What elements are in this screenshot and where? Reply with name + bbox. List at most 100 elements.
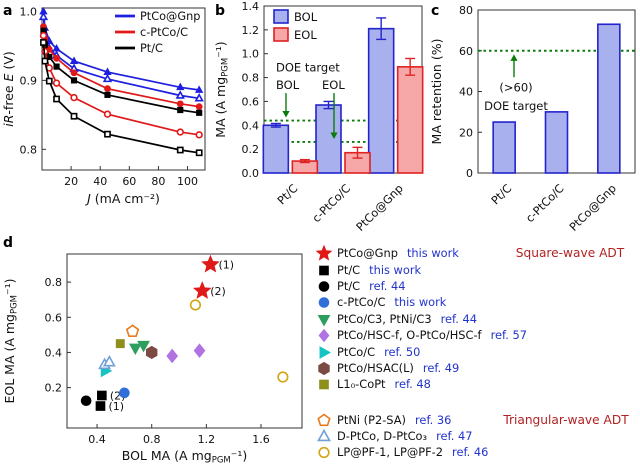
scatter-group-pt-c [80, 395, 92, 407]
circle-icon [318, 447, 330, 459]
y-axis-title: EOL MA (A mgPGM⁻¹) [2, 278, 20, 403]
legend-item: L1₀-CoPt ref. 48 [316, 376, 527, 392]
adt-title-triangular-wave: Triangular-wave ADT [503, 413, 629, 427]
data-point-marker [177, 106, 184, 114]
y-tick-label: 20 [459, 126, 473, 139]
legend-item-name: PtCo/C3, PtNi/C3 [337, 311, 432, 326]
legend-item: PtNi (P2-SA) ref. 36 [316, 412, 527, 428]
legend-item: PtCo/HSC-f, O-PtCo/HSC-f ref. 57 [316, 327, 527, 343]
doe-target-annotation: (>60) DOE target [484, 81, 548, 113]
bar-series-ma-retention [492, 23, 621, 174]
circle-icon [318, 281, 330, 292]
plot-box [66, 253, 303, 429]
triangle-icon [317, 428, 331, 442]
bar [544, 111, 569, 174]
triangle-right-icon [319, 345, 332, 359]
panel-b-label: b [215, 3, 226, 19]
y-tick-label: 40 [459, 86, 473, 99]
bar [492, 121, 516, 174]
triangle-marker [102, 354, 116, 367]
star-icon [316, 245, 332, 261]
x-tick-label: 60 [122, 175, 136, 188]
y-tick-label: 0.8 [20, 143, 38, 156]
bar-series-eol [291, 57, 424, 174]
x-axis: Pt/C c-PtCo/C PtCo@Gnp [489, 182, 619, 234]
data-point-marker [39, 31, 48, 40]
y-tick-label: 0.4 [242, 119, 260, 132]
legend-swatch [273, 27, 289, 42]
panel-b: 0.0 0.2 0.4 0.6 0.8 1.0 1.2 1.4 MA (A mgPGM⁻¹) Pt… [212, 0, 428, 234]
circle-icon-shape [318, 447, 330, 459]
legend-item-ref: ref. 50 [384, 344, 421, 359]
star-marker [201, 254, 220, 273]
bar-series-bol [262, 17, 395, 174]
data-point-marker [104, 91, 111, 98]
legend-item-name: Pt/C [337, 262, 361, 277]
legend-item: LP@PF-1, LP@PF-2 ref. 46 [316, 444, 527, 460]
data-point-marker [176, 128, 184, 136]
data-point-marker [53, 63, 60, 70]
x-axis: 0.4 0.8 1.2 1.6 [88, 424, 270, 446]
diamond-marker [193, 343, 206, 358]
panel-b-chart: 0.0 0.2 0.4 0.6 0.8 1.0 1.2 1.4 MA (A mgPGM⁻¹) Pt… [213, 0, 424, 234]
bar [262, 124, 290, 174]
panel-d: 0.4 0.8 1.2 1.6 0.2 0.4 0.6 0.8 BOL MA (A mgPGM⁻… [0, 232, 640, 464]
circle-marker [119, 387, 130, 399]
scatter-group-l1-copt [115, 339, 125, 349]
data-point-marker [194, 93, 204, 102]
legend-label: EOL [294, 28, 317, 42]
doe-bol-text: BOL [276, 78, 300, 92]
y-tick-label: 60 [459, 45, 473, 58]
bar [367, 27, 395, 174]
legend-item-ref: ref. 44 [369, 278, 406, 293]
y-axis: 0 20 40 60 80 [459, 4, 482, 180]
y-axis: 0.2 0.4 0.6 0.8 [45, 276, 71, 395]
data-point-marker [70, 69, 78, 77]
y-tick-label: 1.2 [242, 24, 260, 37]
hexagon-icon [318, 361, 330, 375]
panel-c-label: c [431, 3, 440, 19]
panel-a-label: a [3, 3, 13, 19]
scatter-group-ptco-hsac-l- [146, 345, 158, 360]
legend-item: Pt/C ref. 44 [316, 278, 527, 294]
panel-a-chart: 20 40 60 80 100 0.8 0.9 1.0 J (mA cm⁻²) iR-free E… [1, 5, 206, 206]
y-tick-label: 80 [459, 4, 473, 17]
data-point-marker [104, 130, 111, 138]
data-point-marker [195, 85, 204, 93]
y-axis-title: iR-free E (V) [1, 51, 16, 127]
y-tick-label: 1.0 [20, 5, 38, 18]
y-axis-title: MA (A mgPGM⁻¹) [213, 41, 231, 137]
square-marker [115, 339, 125, 349]
data-point-marker [176, 146, 184, 154]
triangle-icon-shape [317, 428, 331, 442]
legend-label: Pt/C [140, 42, 163, 55]
pentagon-marker [125, 324, 140, 337]
legend-item: PtCo@Gnp this work [316, 245, 527, 261]
x-tick-label: 20 [64, 175, 78, 188]
triangle-down-marker [128, 343, 142, 356]
data-point-marker [102, 73, 113, 83]
y-tick-label: 0.8 [242, 72, 260, 85]
circle-icon-shape [318, 297, 330, 309]
scatter-group-lp-pf-1-lp-pf-2 [189, 299, 289, 383]
legend-swatch [273, 9, 289, 24]
doe-target-text: DOE target [276, 61, 340, 75]
legend-item-name: PtNi (P2-SA) [337, 412, 406, 427]
x-category-label: c-PtCo/C [523, 182, 566, 225]
square-icon-shape [319, 265, 329, 275]
x-category-label: PtCo@Gnp [354, 182, 406, 232]
data-point-marker [70, 112, 78, 120]
y-tick-label: 0.9 [20, 74, 38, 87]
scatter-group-ptco-hsc-f-o-ptco-hsc-f [166, 343, 206, 364]
data-point-marker [45, 77, 53, 85]
hexagon-icon-shape [318, 361, 330, 375]
x-tick-label: 1.6 [252, 433, 270, 446]
data-point-marker [53, 54, 60, 62]
y-tick-label: 0.8 [45, 276, 63, 289]
circle-icon-shape [318, 281, 330, 292]
doe-retention-arrow-head [510, 54, 518, 61]
doe-eol-arrow [330, 93, 338, 140]
circle-marker [277, 371, 289, 383]
bar [315, 104, 342, 174]
legend-item-name: PtCo/HSC-f, O-PtCo/HSC-f [337, 328, 482, 343]
